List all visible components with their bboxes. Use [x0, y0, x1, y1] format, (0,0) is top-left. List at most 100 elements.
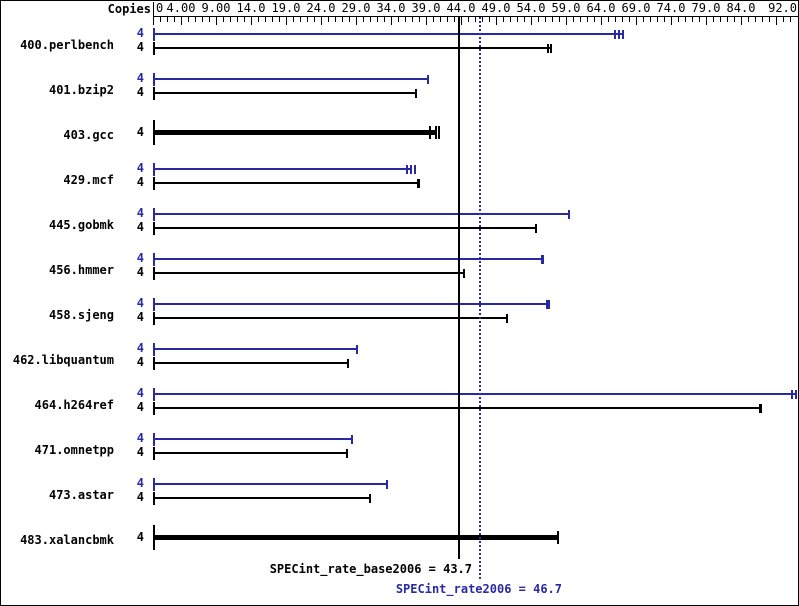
minor-tick — [643, 17, 644, 22]
minor-tick — [545, 17, 546, 22]
minor-tick — [748, 17, 749, 22]
minor-tick — [734, 17, 735, 22]
minor-tick — [412, 17, 413, 22]
peak-bar-end-cap — [385, 479, 388, 489]
x-axis-tick-label: 79.0 — [691, 1, 721, 15]
benchmark-label: 445.gobmk — [48, 218, 114, 232]
minor-tick — [559, 17, 560, 22]
single-bar-end-cap — [556, 531, 559, 544]
base-bar — [153, 317, 508, 319]
minor-tick — [195, 17, 196, 22]
base-mean-line — [457, 17, 460, 559]
peak-bar — [153, 393, 796, 395]
base-bar-end-cap — [760, 403, 763, 413]
minor-tick — [405, 17, 406, 22]
x-axis-tick-label: 59.0 — [551, 1, 581, 15]
base-bar-end-cap — [345, 448, 348, 458]
base-bar — [153, 362, 348, 364]
major-tick — [426, 17, 427, 25]
copies-value: 4 — [136, 265, 144, 279]
major-tick — [496, 17, 497, 25]
copies-value: 4 — [136, 124, 144, 139]
benchmark-label: 473.astar — [48, 488, 114, 502]
x-axis-tick-label: 39.0 — [411, 1, 441, 15]
x-axis-tick-label: 0 — [156, 1, 164, 15]
copies-value: 4 — [136, 386, 144, 400]
x-axis-tick-label: 69.0 — [621, 1, 651, 15]
copies-value: 4 — [136, 85, 144, 99]
minor-tick — [293, 17, 294, 22]
minor-tick — [629, 17, 630, 22]
x-axis-tick-label: 92.0 — [768, 1, 797, 15]
peak-bar-end-cap — [567, 209, 570, 219]
minor-tick — [482, 17, 483, 22]
x-axis-tick-label: 4.00 — [166, 1, 196, 15]
major-tick — [321, 17, 322, 25]
major-tick — [391, 17, 392, 25]
major-tick — [531, 17, 532, 25]
benchmark-label: 456.hmmer — [48, 263, 114, 277]
peak-bar — [153, 258, 543, 260]
major-tick — [741, 17, 742, 25]
minor-tick — [454, 17, 455, 22]
copies-value: 4 — [136, 445, 144, 459]
minor-tick — [608, 17, 609, 22]
peak-mean-label: SPECint_rate2006 = 46.7 — [395, 582, 562, 596]
benchmark-label: 429.mcf — [63, 173, 114, 187]
major-tick — [216, 17, 217, 25]
minor-tick — [174, 17, 175, 22]
minor-tick — [384, 17, 385, 22]
peak-bar-end-cap — [350, 434, 353, 444]
minor-tick — [342, 17, 343, 22]
x-axis-tick-label: 44.0 — [446, 1, 476, 15]
minor-tick — [244, 17, 245, 22]
peak-bar-end-cap — [427, 74, 430, 84]
peak-bar-end-cap — [621, 29, 624, 39]
x-axis-tick-label: 24.0 — [306, 1, 336, 15]
base-bar — [153, 452, 347, 454]
base-bar-end-cap — [415, 88, 418, 98]
copies-value: 4 — [136, 175, 144, 189]
minor-tick — [440, 17, 441, 22]
minor-tick — [678, 17, 679, 22]
run-result-mark — [546, 299, 549, 309]
copies-value: 4 — [136, 220, 144, 234]
copies-value: 4 — [136, 206, 144, 220]
base-bar-end-cap — [369, 493, 371, 503]
peak-bar — [153, 213, 569, 215]
major-tick — [251, 17, 252, 25]
x-axis-tick-label: 54.0 — [516, 1, 546, 15]
copies-value: 4 — [136, 355, 144, 369]
x-axis-tick-label: 19.0 — [271, 1, 301, 15]
x-axis-tick-label: 64.0 — [586, 1, 616, 15]
copies-value: 4 — [136, 40, 144, 54]
peak-bar — [153, 78, 429, 80]
minor-tick — [615, 17, 616, 22]
major-tick — [671, 17, 672, 25]
peak-bar — [153, 303, 549, 305]
minor-tick — [650, 17, 651, 22]
major-tick — [566, 17, 567, 25]
minor-tick — [713, 17, 714, 22]
major-tick — [776, 17, 777, 25]
minor-tick — [503, 17, 504, 22]
peak-bar-end-cap — [410, 164, 413, 174]
minor-tick — [230, 17, 231, 22]
minor-tick — [573, 17, 574, 22]
copies-value: 4 — [136, 251, 144, 265]
single-bar-end-cap — [434, 126, 437, 139]
peak-bar-end-cap — [794, 389, 797, 399]
run-result-mark — [406, 164, 409, 174]
peak-mean-line — [478, 17, 481, 581]
minor-tick — [237, 17, 238, 22]
major-tick — [706, 17, 707, 25]
peak-bar-end-cap — [356, 344, 359, 354]
base-bar — [153, 407, 762, 409]
benchmark-label: 400.perlbench — [20, 38, 114, 52]
run-result-mark — [791, 389, 794, 399]
base-bar-end-cap — [346, 358, 349, 368]
base-bar — [153, 227, 536, 229]
x-axis-tick-label: 9.00 — [201, 1, 231, 15]
x-axis-tick-label: 34.0 — [376, 1, 406, 15]
copies-value: 4 — [136, 26, 144, 40]
